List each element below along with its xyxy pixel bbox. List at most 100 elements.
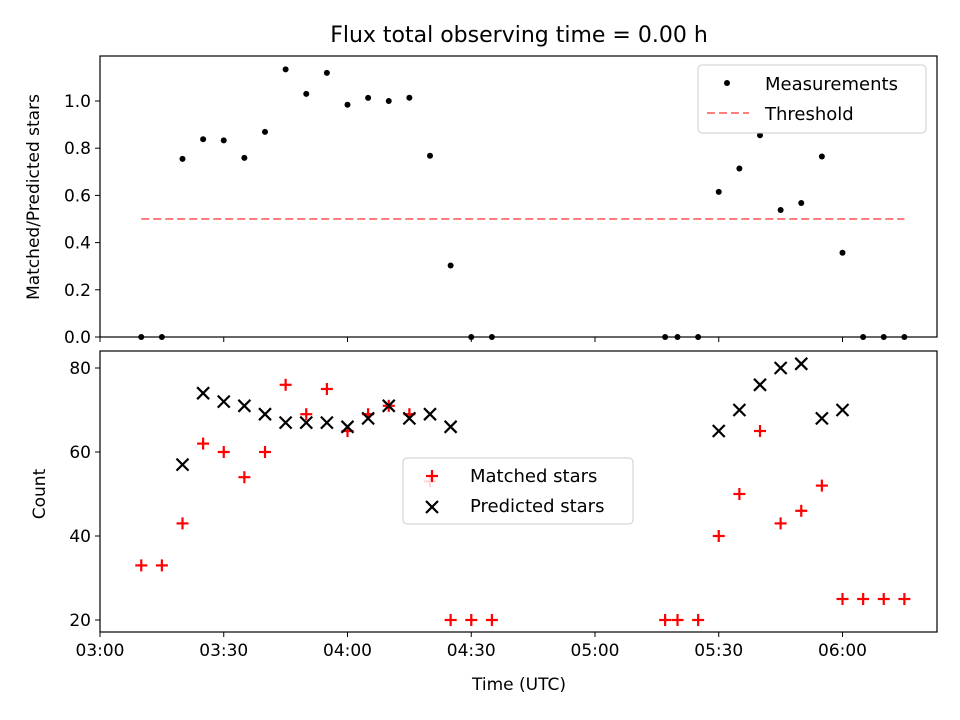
top-y-tick-label: 0.0	[64, 328, 91, 348]
top-y-tick-label: 0.6	[64, 186, 91, 206]
matched-star-marker	[238, 471, 251, 484]
matched-star-marker	[836, 593, 849, 605]
measurement-point	[798, 199, 805, 206]
predicted-star-marker	[794, 357, 809, 371]
top-y-tick-label: 0.4	[64, 234, 91, 254]
matched-star-marker	[659, 614, 672, 626]
bottom-y-tick-label: 40	[69, 527, 91, 547]
matched-star-marker	[898, 593, 911, 605]
predicted-star-marker	[320, 415, 334, 430]
measurement-point	[323, 69, 330, 76]
bottom-x-tick-label: 04:30	[447, 641, 496, 661]
legend-measurements-marker	[724, 80, 730, 86]
bottom-x-tick-label: 04:00	[323, 641, 372, 661]
bottom-legend-box	[402, 457, 634, 525]
matched-star-marker	[155, 559, 168, 572]
predicted-star-marker	[443, 420, 458, 434]
top-legend: Measurements Threshold	[697, 64, 927, 134]
measurement-point	[468, 334, 475, 340]
legend-predicted-label: Predicted stars	[470, 496, 604, 517]
predicted-star-marker	[237, 399, 252, 413]
matched-star-marker	[176, 517, 189, 530]
matched-star-marker	[444, 614, 457, 626]
measurement-point	[200, 136, 207, 143]
measurement-point	[488, 334, 495, 340]
predicted-star-marker	[773, 361, 788, 375]
matched-star-marker	[485, 614, 498, 626]
matched-star-marker	[320, 383, 333, 395]
predicted-star-marker	[381, 399, 396, 413]
measurement-point	[757, 132, 763, 139]
predicted-star-marker	[423, 407, 437, 421]
measurement-point	[736, 165, 743, 172]
measurement-point	[860, 334, 867, 340]
matched-star-marker	[259, 446, 271, 458]
measurement-point	[365, 94, 372, 101]
bottom-legend: Matched stars Predicted stars	[402, 457, 634, 525]
measurement-point	[406, 94, 413, 101]
measurement-point	[303, 90, 310, 97]
measurement-point	[447, 262, 454, 269]
measurement-point	[427, 152, 433, 159]
predicted-star-marker	[361, 411, 375, 426]
matched-star-marker	[217, 446, 230, 458]
measurement-point	[662, 334, 669, 340]
bottom-y-tick-label: 60	[69, 443, 91, 463]
matched-star-marker	[774, 517, 787, 530]
matched-star-marker	[135, 559, 148, 572]
predicted-star-marker	[196, 386, 210, 400]
bottom-plot-frame	[99, 350, 938, 633]
measurement-point	[695, 334, 702, 340]
predicted-star-marker	[835, 403, 850, 417]
matched-star-marker	[671, 614, 684, 626]
measurement-point	[777, 207, 784, 214]
bottom-x-tick-label: 05:00	[571, 641, 620, 661]
legend-threshold-label: Threshold	[764, 104, 854, 125]
matched-star-marker	[692, 614, 705, 626]
matched-star-marker	[877, 593, 890, 605]
measurement-point	[241, 154, 248, 161]
predicted-star-marker	[216, 394, 231, 409]
measurement-point	[839, 249, 846, 256]
bottom-panel: 20 40 60 80 03:00 03:30 04:00 04:30 05:00 05:30 06…	[69, 350, 938, 661]
top-y-axis-label: Matched/Predicted stars	[24, 94, 44, 300]
predicted-star-marker	[175, 457, 190, 472]
measurement-point	[901, 334, 908, 340]
bottom-x-tick-label: 03:30	[199, 641, 248, 661]
measurement-point	[282, 66, 289, 73]
measurement-point	[138, 334, 145, 340]
bottom-y-tick-label: 20	[69, 611, 91, 631]
legend-measurements-label: Measurements	[765, 74, 898, 95]
matched-star-marker	[465, 614, 478, 626]
matched-star-marker	[754, 425, 766, 437]
measurement-point	[385, 98, 392, 104]
bottom-x-tick-label: 03:00	[76, 641, 125, 661]
bottom-x-tick-label: 05:30	[694, 641, 743, 661]
predicted-star-marker	[340, 420, 355, 434]
top-plot-frame	[99, 55, 938, 338]
top-legend-box	[697, 64, 927, 134]
predicted-star-marker	[299, 415, 314, 430]
matched-star-marker	[795, 504, 808, 517]
top-panel: 0.0 0.2 0.4 0.6 0.8 1.0 Measurements Threshold	[64, 55, 938, 348]
chart-title: Flux total observing time = 0.00 h	[330, 23, 708, 48]
measurement-point	[818, 153, 825, 160]
matched-star-marker	[733, 488, 746, 500]
measurement-point	[262, 128, 268, 135]
legend-matched-label: Matched stars	[470, 466, 597, 487]
predicted-star-marker	[258, 407, 272, 421]
bottom-y-tick-label: 80	[69, 359, 91, 379]
measurement-point	[674, 334, 681, 340]
matched-star-marker	[197, 437, 210, 450]
x-axis-label: Time (UTC)	[471, 675, 566, 695]
matched-star-marker	[279, 378, 292, 391]
measurement-point	[179, 155, 186, 162]
predicted-star-marker	[711, 424, 726, 438]
matched-star-marker	[857, 593, 870, 605]
matched-star-marker	[300, 408, 313, 421]
top-y-tick-label: 0.2	[64, 281, 91, 301]
measurement-point	[344, 101, 351, 108]
bottom-y-axis-label: Count	[30, 468, 50, 519]
matched-star-marker	[712, 530, 725, 542]
predicted-star-marker	[278, 415, 293, 430]
